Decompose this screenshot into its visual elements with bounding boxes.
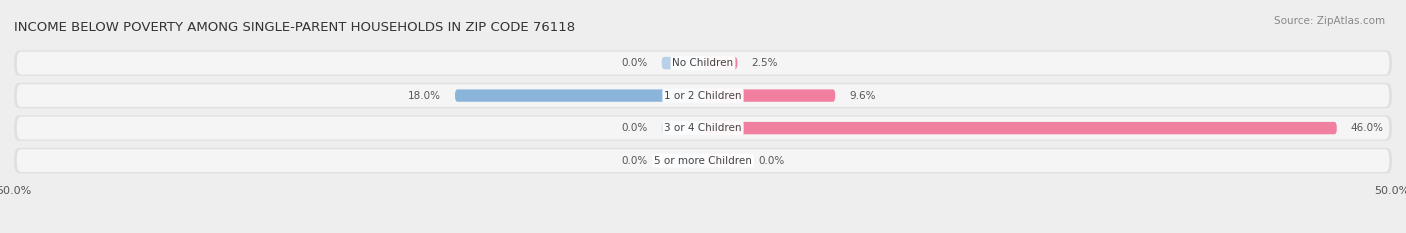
FancyBboxPatch shape (14, 83, 1392, 108)
FancyBboxPatch shape (17, 149, 1389, 172)
Legend: Single Father, Single Mother: Single Father, Single Mother (599, 230, 807, 233)
FancyBboxPatch shape (14, 50, 1392, 76)
Text: 0.0%: 0.0% (621, 123, 648, 133)
FancyBboxPatch shape (17, 84, 1389, 107)
Text: 2.5%: 2.5% (751, 58, 778, 68)
FancyBboxPatch shape (662, 122, 703, 134)
Text: INCOME BELOW POVERTY AMONG SINGLE-PARENT HOUSEHOLDS IN ZIP CODE 76118: INCOME BELOW POVERTY AMONG SINGLE-PARENT… (14, 21, 575, 34)
FancyBboxPatch shape (703, 122, 1337, 134)
Text: 46.0%: 46.0% (1351, 123, 1384, 133)
FancyBboxPatch shape (14, 115, 1392, 141)
FancyBboxPatch shape (17, 52, 1389, 75)
Text: 1 or 2 Children: 1 or 2 Children (664, 91, 742, 101)
FancyBboxPatch shape (703, 154, 744, 167)
Text: 5 or more Children: 5 or more Children (654, 156, 752, 166)
Text: 0.0%: 0.0% (758, 156, 785, 166)
FancyBboxPatch shape (17, 117, 1389, 140)
FancyBboxPatch shape (14, 148, 1392, 173)
Text: 3 or 4 Children: 3 or 4 Children (664, 123, 742, 133)
FancyBboxPatch shape (662, 57, 703, 69)
FancyBboxPatch shape (703, 89, 835, 102)
Text: 0.0%: 0.0% (621, 156, 648, 166)
FancyBboxPatch shape (456, 89, 703, 102)
Text: 0.0%: 0.0% (621, 58, 648, 68)
Text: Source: ZipAtlas.com: Source: ZipAtlas.com (1274, 16, 1385, 26)
Text: 18.0%: 18.0% (408, 91, 441, 101)
Text: 9.6%: 9.6% (849, 91, 876, 101)
FancyBboxPatch shape (703, 57, 738, 69)
Text: No Children: No Children (672, 58, 734, 68)
FancyBboxPatch shape (662, 154, 703, 167)
